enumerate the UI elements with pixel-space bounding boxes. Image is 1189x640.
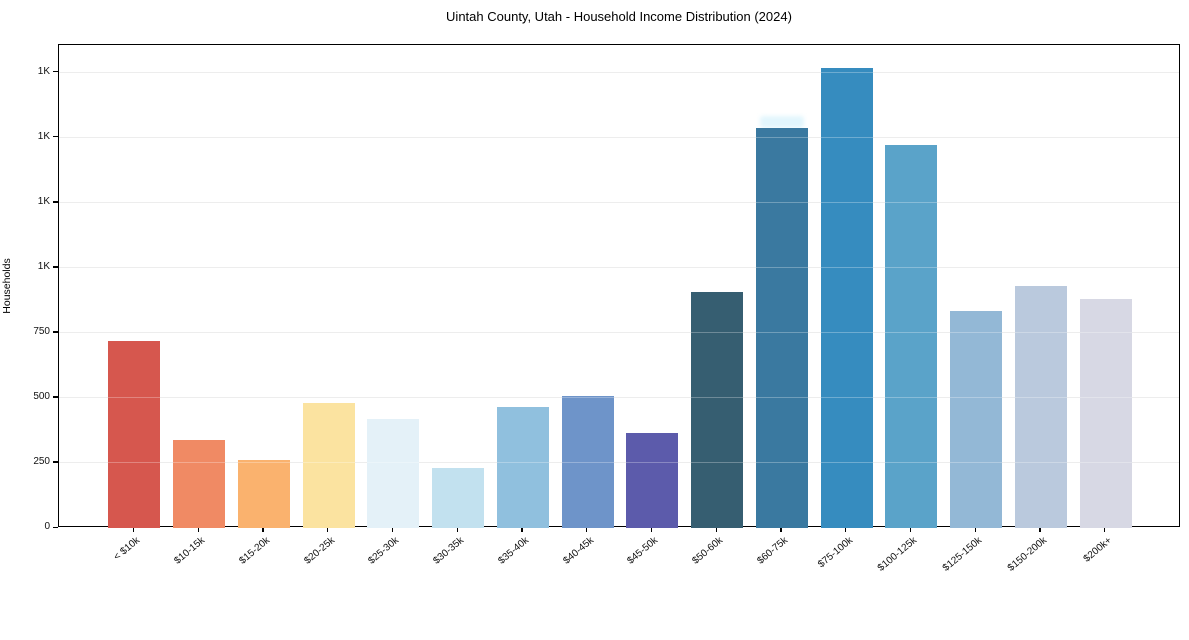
bar xyxy=(432,467,485,528)
x-tick-mark xyxy=(521,527,523,532)
y-tick-mark xyxy=(53,71,58,73)
y-axis-label: Households xyxy=(1,258,13,314)
y-tick-label: 1K xyxy=(37,260,50,272)
bar xyxy=(820,67,873,528)
y-tick-mark xyxy=(53,136,58,138)
bar xyxy=(237,460,290,528)
y-tick-mark xyxy=(53,526,58,528)
gridline xyxy=(59,267,1179,269)
x-tick-label: < $10k xyxy=(112,535,143,563)
gridline-overlay xyxy=(59,137,1179,139)
y-tick-mark xyxy=(53,396,58,398)
x-tick-label: $30-35k xyxy=(431,535,467,567)
x-tick-mark xyxy=(262,527,264,532)
chart-title: Uintah County, Utah - Household Income D… xyxy=(446,9,792,24)
y-tick-mark xyxy=(53,331,58,333)
bar xyxy=(691,291,744,528)
bar xyxy=(755,128,808,528)
gridline xyxy=(59,397,1179,399)
gridline xyxy=(59,202,1179,204)
bar xyxy=(173,439,226,528)
x-tick-label: $60-75k xyxy=(755,535,790,567)
x-tick-mark xyxy=(845,527,847,532)
x-tick-label: $25-30k xyxy=(366,535,402,567)
x-tick-label: $75-100k xyxy=(815,535,855,571)
bar xyxy=(108,340,161,528)
y-tick-label: 750 xyxy=(33,325,50,337)
bar xyxy=(367,418,420,528)
x-tick-label: $35-40k xyxy=(496,535,531,567)
y-tick-label: 0 xyxy=(44,521,50,532)
bar-chart-figure: Uintah County, Utah - Household Income D… xyxy=(1,9,1180,574)
x-tick-mark xyxy=(650,527,653,532)
y-tick-label: 1K xyxy=(37,65,50,77)
y-tick-label: 500 xyxy=(33,390,50,402)
x-tick-mark xyxy=(1104,527,1106,532)
x-tick-mark xyxy=(1039,527,1041,532)
x-tick-mark xyxy=(456,527,458,532)
y-tick-label: 250 xyxy=(33,455,50,467)
x-tick-mark xyxy=(391,527,394,532)
y-tick-label: 1K xyxy=(37,130,50,142)
x-tick-mark xyxy=(715,527,717,532)
gridline-overlay xyxy=(59,202,1179,204)
bar xyxy=(1014,285,1067,528)
gridline-overlay xyxy=(59,397,1179,399)
gridline xyxy=(59,72,1179,74)
x-tick-label: $125-150k xyxy=(940,535,985,574)
x-tick-label: $45-50k xyxy=(625,535,661,567)
x-tick-label: $100-125k xyxy=(876,535,920,574)
x-tick-mark xyxy=(197,527,199,532)
bar xyxy=(626,433,679,528)
gridline-overlay xyxy=(59,332,1179,334)
bar xyxy=(561,395,614,528)
x-tick-mark xyxy=(780,527,782,532)
gridline xyxy=(59,462,1179,464)
x-tick-label: $10-15k xyxy=(172,535,208,567)
x-tick-label: $150-200k xyxy=(1005,535,1049,574)
x-tick-mark xyxy=(909,527,912,532)
gridline-overlay xyxy=(59,462,1179,464)
y-tick-mark xyxy=(53,461,58,463)
x-tick-mark xyxy=(586,527,588,532)
y-tick-mark xyxy=(53,201,58,203)
bar xyxy=(1079,298,1132,528)
gridline xyxy=(59,332,1179,334)
plot-area xyxy=(58,44,1180,528)
x-tick-label: $50-60k xyxy=(690,535,726,567)
y-tick-label: 1K xyxy=(37,195,50,207)
x-tick-label: $40-45k xyxy=(560,535,596,567)
gridline xyxy=(59,137,1179,139)
bar-top-glow xyxy=(760,116,804,129)
x-tick-mark xyxy=(974,527,976,532)
x-tick-label: $200k+ xyxy=(1081,535,1114,565)
x-tick-label: $15-20k xyxy=(237,535,272,567)
gridline-overlay xyxy=(59,72,1179,74)
x-tick-mark xyxy=(327,527,329,532)
bar xyxy=(496,406,549,528)
x-tick-mark xyxy=(132,527,135,532)
gridline-overlay xyxy=(59,267,1179,269)
x-tick-label: $20-25k xyxy=(301,535,337,567)
y-tick-mark xyxy=(53,266,58,268)
bar xyxy=(885,145,938,528)
bar xyxy=(950,310,1003,528)
bar xyxy=(302,402,355,528)
